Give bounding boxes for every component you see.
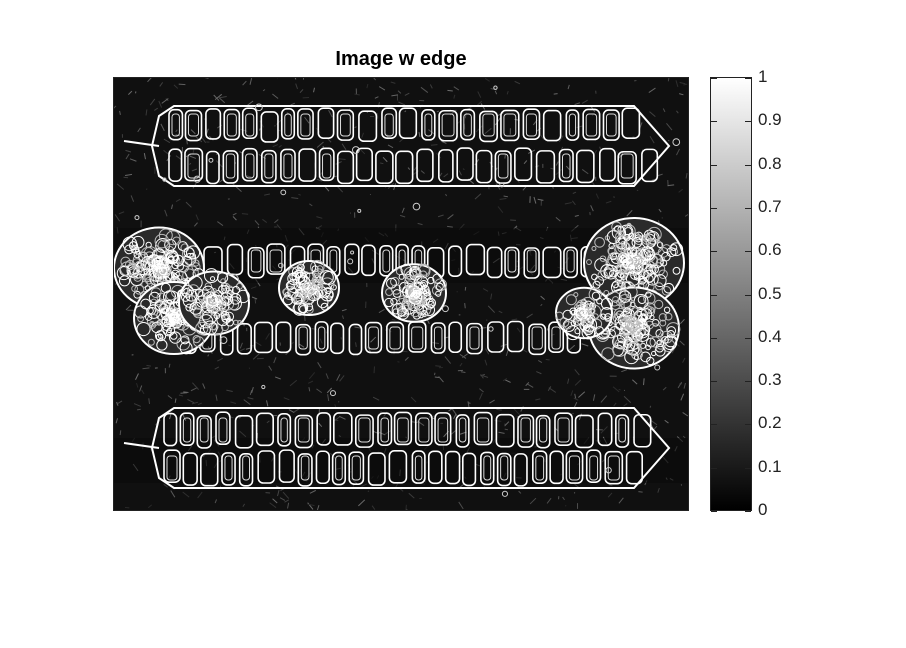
colorbar-tick-label: 0.6: [758, 240, 782, 260]
edge-image-canvas: [114, 78, 688, 510]
colorbar: [710, 77, 752, 512]
colorbar-tick-label: 0.8: [758, 153, 782, 173]
figure-title: Image w edge: [335, 48, 467, 70]
colorbar-tick-label: 0.5: [758, 283, 782, 303]
colorbar-tick-label: 0.3: [758, 370, 782, 390]
edge-image: [113, 77, 689, 511]
colorbar-tick-label: 0.7: [758, 196, 782, 216]
colorbar-tick-labels: 1 0.9 0.8 0.7 0.6 0.5 0.4 0.3 0.2 0.1 0: [758, 67, 818, 519]
colorbar-tick-label: 0.9: [758, 110, 782, 130]
colorbar-tick-label: 0: [758, 500, 768, 519]
colorbar-tick-label: 0.2: [758, 413, 782, 433]
colorbar-tick-label: 0.4: [758, 326, 782, 346]
colorbar-tick-label: 0.1: [758, 456, 782, 476]
colorbar-tick-label: 1: [758, 67, 768, 86]
